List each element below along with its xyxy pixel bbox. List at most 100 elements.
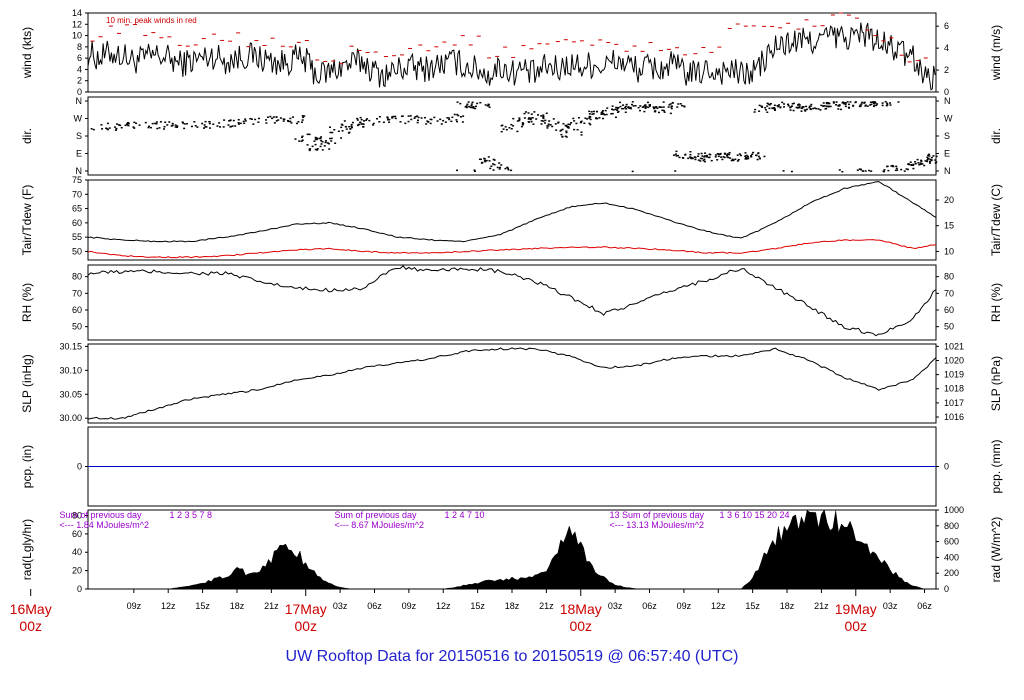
wind-dir-point: [895, 167, 898, 170]
y-tick-label-right-slp: 1016: [944, 412, 964, 422]
wind-dir-point: [886, 103, 889, 106]
wind-dir-point: [912, 167, 915, 170]
wind-dir-point: [496, 166, 499, 169]
wind-dir-point: [533, 111, 536, 113]
wind-dir-point: [321, 149, 324, 151]
wind-dir-point: [570, 122, 573, 124]
rad-note-line1: Sum of previous day: [334, 510, 417, 520]
wind-dir-point: [617, 107, 620, 109]
wind-dir-point: [356, 119, 359, 121]
wind-dir-point: [447, 117, 450, 119]
y-tick-label-right-slp: 1017: [944, 398, 964, 408]
wind-dir-point: [176, 125, 179, 127]
wind-dir-point: [782, 170, 785, 172]
wind-dir-point: [616, 107, 619, 110]
wind-dir-point: [407, 115, 410, 117]
wind-dir-point: [344, 125, 347, 128]
wind-dir-point: [265, 119, 268, 121]
wind-dir-point: [887, 169, 890, 172]
y-tick-label-right-slp: 1019: [944, 370, 964, 380]
y-tick-label-right-rh: 50: [944, 322, 954, 332]
wind-dir-point: [319, 137, 322, 140]
wind-dir-point: [919, 163, 922, 166]
time-tick-label: 21z: [539, 601, 554, 611]
wind-dir-point: [674, 170, 677, 172]
wind-dir-point: [648, 105, 651, 107]
wind-dir-point: [869, 104, 872, 106]
wind-dir-point: [738, 153, 741, 155]
wind-dir-point: [155, 123, 158, 125]
wind-dir-point: [242, 120, 245, 123]
wind-dir-point: [589, 118, 592, 121]
y-tick-label-right-rad: 200: [944, 568, 959, 578]
wind-dir-point: [791, 103, 794, 105]
wind-dir-point: [600, 113, 603, 116]
wind-dir-point: [510, 128, 513, 130]
wind-dir-point: [237, 122, 240, 124]
wind-dir-point: [682, 157, 685, 159]
wind-dir-point: [138, 124, 141, 126]
wind-dir-point: [705, 154, 708, 157]
wind-dir-point: [216, 125, 219, 127]
y-tick-label-right-wind: 0: [944, 87, 949, 97]
wind-dir-point: [726, 154, 729, 156]
wind-dir-point: [589, 116, 592, 118]
wind-dir-point: [388, 118, 391, 121]
rad-note-line1: 13 Sum of previous day: [610, 510, 705, 520]
wind-dir-point: [327, 142, 330, 145]
wind-dir-point: [732, 159, 735, 162]
wind-dir-point: [875, 104, 878, 107]
wind-dir-point: [114, 129, 117, 131]
wind-dir-point: [699, 157, 702, 160]
wind-dir-point: [714, 154, 717, 156]
wind-dir-point: [869, 101, 872, 103]
wind-dir-point: [723, 153, 726, 155]
wind-dir-point: [372, 124, 375, 126]
wind-dir-point: [603, 113, 606, 116]
wind-dir-point: [590, 111, 593, 113]
wind-dir-point: [787, 103, 790, 106]
wind-dir-point: [882, 170, 885, 173]
time-tick-label: 21z: [264, 601, 279, 611]
y-tick-label-temp: 70: [72, 189, 82, 199]
wind-dir-point: [860, 168, 863, 171]
y-tick-label-temp: 50: [72, 246, 82, 256]
wind-dir-point: [928, 153, 931, 156]
time-tick-label: 09z: [402, 601, 417, 611]
wind-dir-point: [670, 105, 673, 107]
series-rad-0: [88, 509, 936, 590]
wind-dir-point: [471, 101, 474, 104]
wind-dir-point: [545, 112, 548, 115]
wind-dir-point: [114, 126, 117, 128]
wind-dir-point: [846, 101, 849, 103]
wind-dir-point: [886, 102, 889, 105]
wind-dir-point: [601, 110, 604, 112]
wind-dir-point: [386, 117, 389, 119]
wind-dir-point: [203, 124, 206, 126]
wind-dir-point: [427, 121, 430, 123]
wind-dir-point: [606, 107, 609, 109]
y-tick-label-right-rh: 60: [944, 305, 954, 315]
wind-dir-point: [520, 125, 523, 128]
wind-dir-point: [653, 107, 656, 109]
wind-dir-point: [897, 101, 900, 103]
wind-dir-point: [872, 101, 875, 103]
wind-dir-point: [783, 106, 786, 108]
wind-dir-point: [249, 117, 252, 120]
wind-dir-point: [616, 109, 619, 111]
wind-dir-point: [934, 162, 937, 164]
wind-dir-point: [889, 104, 892, 106]
wind-dir-point: [244, 120, 247, 122]
series-rh-0: [87, 265, 937, 337]
wind-dir-point: [744, 156, 747, 159]
wind-dir-point: [860, 103, 863, 105]
wind-dir-point: [498, 168, 501, 170]
wind-dir-point: [914, 161, 917, 163]
wind-dir-point: [787, 104, 790, 107]
y-tick-label-slp: 30.05: [59, 389, 82, 399]
wind-dir-point: [105, 127, 108, 130]
time-tick-label: 12z: [436, 601, 451, 611]
y-tick-label-right-rad: 0: [944, 584, 949, 594]
wind-dir-point: [453, 113, 456, 116]
y-tick-label-rh: 70: [72, 288, 82, 298]
